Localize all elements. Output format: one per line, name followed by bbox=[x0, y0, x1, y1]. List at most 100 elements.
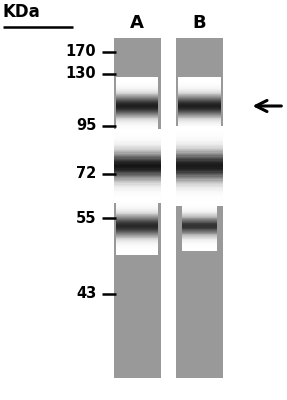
Bar bbox=[113, 192, 161, 194]
Bar bbox=[176, 162, 223, 163]
Bar bbox=[183, 246, 216, 247]
Bar bbox=[176, 203, 223, 204]
Bar bbox=[183, 201, 216, 202]
Bar bbox=[176, 170, 223, 171]
Bar bbox=[116, 90, 158, 91]
Bar bbox=[116, 103, 158, 104]
Bar bbox=[176, 149, 223, 150]
Bar bbox=[176, 184, 223, 186]
Bar bbox=[113, 185, 161, 186]
Bar bbox=[178, 122, 221, 123]
Bar bbox=[183, 232, 216, 233]
Bar bbox=[176, 161, 223, 162]
Bar bbox=[116, 127, 158, 128]
Bar bbox=[176, 136, 223, 137]
Bar bbox=[183, 230, 216, 231]
Bar bbox=[178, 132, 221, 133]
Bar bbox=[178, 118, 221, 120]
Bar bbox=[113, 156, 161, 157]
Bar bbox=[176, 202, 223, 203]
Bar bbox=[183, 247, 216, 248]
Bar bbox=[183, 231, 216, 232]
Bar bbox=[178, 83, 221, 84]
Bar bbox=[176, 38, 223, 378]
Bar bbox=[116, 244, 158, 245]
Bar bbox=[116, 204, 158, 205]
Bar bbox=[116, 211, 158, 212]
Bar bbox=[116, 219, 158, 220]
Bar bbox=[113, 176, 161, 177]
Bar bbox=[113, 172, 161, 174]
Bar bbox=[178, 96, 221, 97]
Bar bbox=[178, 105, 221, 106]
Text: B: B bbox=[193, 14, 206, 32]
Bar bbox=[176, 146, 223, 148]
Bar bbox=[176, 199, 223, 200]
Bar bbox=[116, 80, 158, 81]
Bar bbox=[116, 99, 158, 100]
Bar bbox=[113, 146, 161, 147]
Bar bbox=[113, 137, 161, 138]
Bar bbox=[178, 124, 221, 125]
Bar bbox=[178, 113, 221, 114]
Bar bbox=[176, 133, 223, 134]
Bar bbox=[116, 201, 158, 202]
Bar bbox=[116, 250, 158, 251]
Bar bbox=[183, 225, 216, 226]
Bar bbox=[176, 173, 223, 174]
Bar bbox=[183, 242, 216, 243]
Bar bbox=[178, 114, 221, 115]
Bar bbox=[116, 202, 158, 203]
Bar bbox=[113, 201, 161, 202]
Bar bbox=[176, 178, 223, 179]
Bar bbox=[176, 126, 223, 128]
Bar bbox=[113, 152, 161, 154]
Bar bbox=[113, 162, 161, 164]
Bar bbox=[183, 218, 216, 219]
Bar bbox=[178, 106, 221, 107]
Bar bbox=[116, 209, 158, 210]
Bar bbox=[116, 214, 158, 216]
Bar bbox=[116, 122, 158, 123]
Bar bbox=[116, 208, 158, 209]
Bar bbox=[176, 176, 223, 178]
Bar bbox=[176, 165, 223, 166]
Bar bbox=[116, 129, 158, 130]
Bar bbox=[183, 237, 216, 238]
Bar bbox=[116, 218, 158, 219]
Bar bbox=[113, 175, 161, 176]
Bar bbox=[178, 129, 221, 130]
Bar bbox=[176, 154, 223, 156]
Bar bbox=[176, 150, 223, 152]
Bar bbox=[176, 190, 223, 191]
Bar bbox=[113, 170, 161, 171]
Bar bbox=[176, 142, 223, 144]
Bar bbox=[113, 136, 161, 137]
Bar bbox=[113, 138, 161, 140]
Bar bbox=[183, 216, 216, 217]
Bar bbox=[176, 148, 223, 149]
Bar bbox=[113, 154, 161, 155]
Bar bbox=[116, 228, 158, 229]
Bar bbox=[113, 166, 161, 167]
Bar bbox=[113, 145, 161, 146]
Bar bbox=[176, 163, 223, 165]
Bar bbox=[116, 108, 158, 109]
Bar bbox=[116, 92, 158, 94]
Bar bbox=[183, 250, 216, 251]
Bar bbox=[113, 150, 161, 151]
Bar bbox=[178, 91, 221, 92]
Bar bbox=[116, 252, 158, 253]
Bar bbox=[116, 132, 158, 133]
Bar bbox=[113, 191, 161, 192]
Bar bbox=[113, 202, 161, 204]
Bar bbox=[116, 79, 158, 80]
Bar bbox=[183, 203, 216, 204]
Bar bbox=[113, 197, 161, 198]
Text: 43: 43 bbox=[76, 286, 96, 302]
Bar bbox=[176, 134, 223, 136]
Bar bbox=[176, 180, 223, 182]
Bar bbox=[183, 233, 216, 234]
Bar bbox=[178, 128, 221, 129]
Text: 72: 72 bbox=[76, 166, 96, 182]
